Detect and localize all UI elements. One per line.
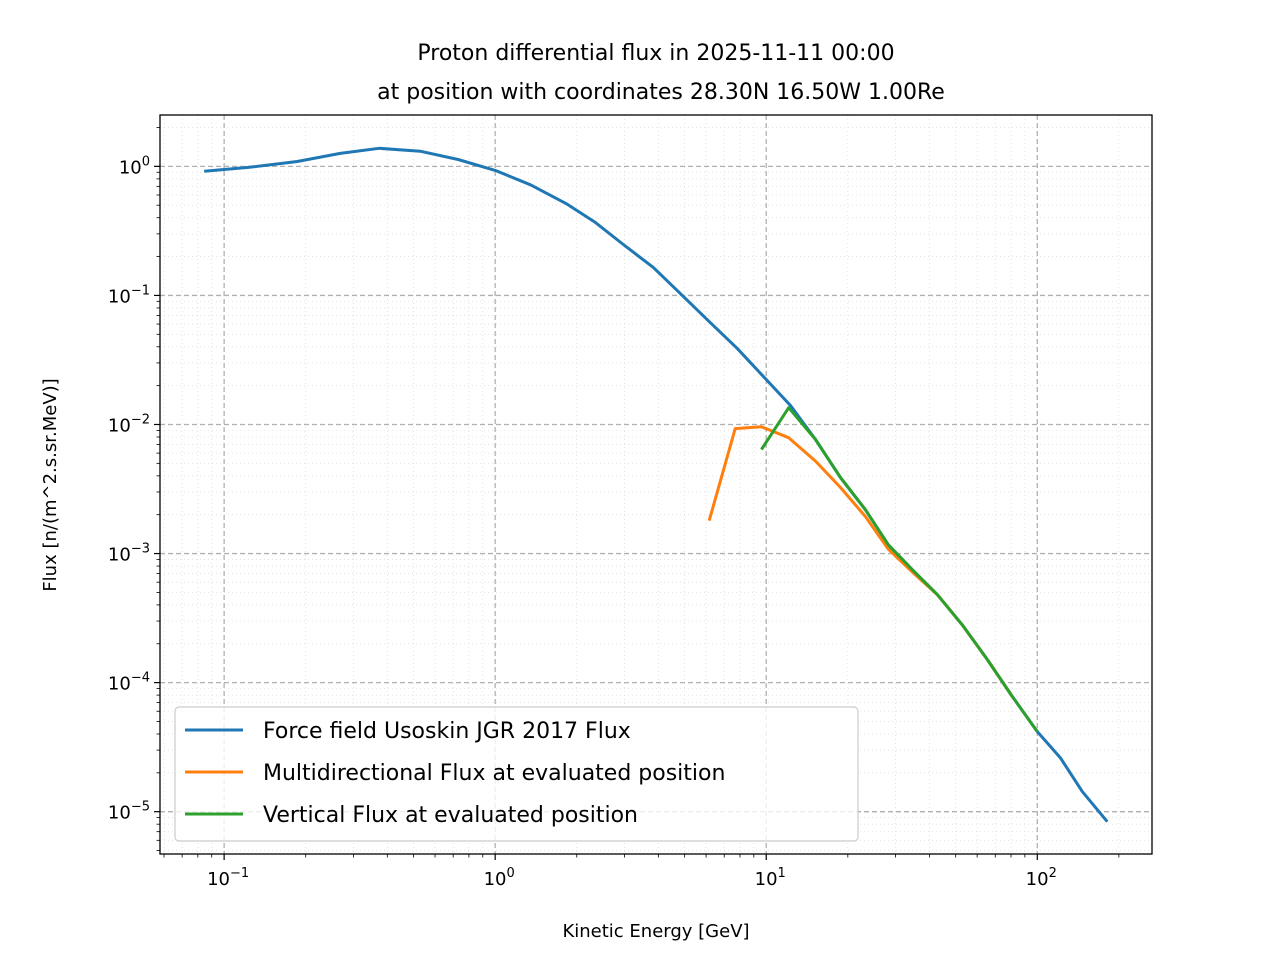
x-tick-label: 102 [1026, 866, 1057, 890]
series-line-2 [760, 406, 1039, 733]
legend: Force field Usoskin JGR 2017 Flux Multidi… [174, 706, 859, 842]
series-line-1 [707, 425, 1014, 698]
y-tick-label: 10−5 [108, 800, 150, 824]
chart-title: Proton differential flux in 2025-11-11 0… [417, 41, 894, 66]
x-axis-label: Kinetic Energy [GeV] [562, 921, 749, 942]
legend-box [174, 706, 859, 842]
x-tick-label: 101 [755, 866, 786, 890]
legend-label-2: Vertical Flux at evaluated position [263, 803, 638, 828]
chart-subtitle: at position with coordinates 28.30N 16.5… [377, 80, 945, 105]
y-tick-label: 10−2 [108, 412, 150, 436]
plot-frame [159, 114, 1153, 855]
legend-label-1: Multidirectional Flux at evaluated posit… [263, 761, 725, 786]
y-tick-label: 10−1 [108, 283, 150, 307]
y-tick-label: 10−4 [108, 671, 150, 695]
y-tick-label: 10−3 [108, 542, 150, 566]
y-axis-label: Flux [n/(m^2.s.sr.MeV)] [40, 378, 61, 591]
x-tick-label: 10−1 [207, 866, 249, 890]
y-tick-label: 100 [119, 154, 150, 178]
legend-label-0: Force field Usoskin JGR 2017 Flux [263, 719, 631, 744]
x-tick-label: 100 [484, 866, 515, 890]
